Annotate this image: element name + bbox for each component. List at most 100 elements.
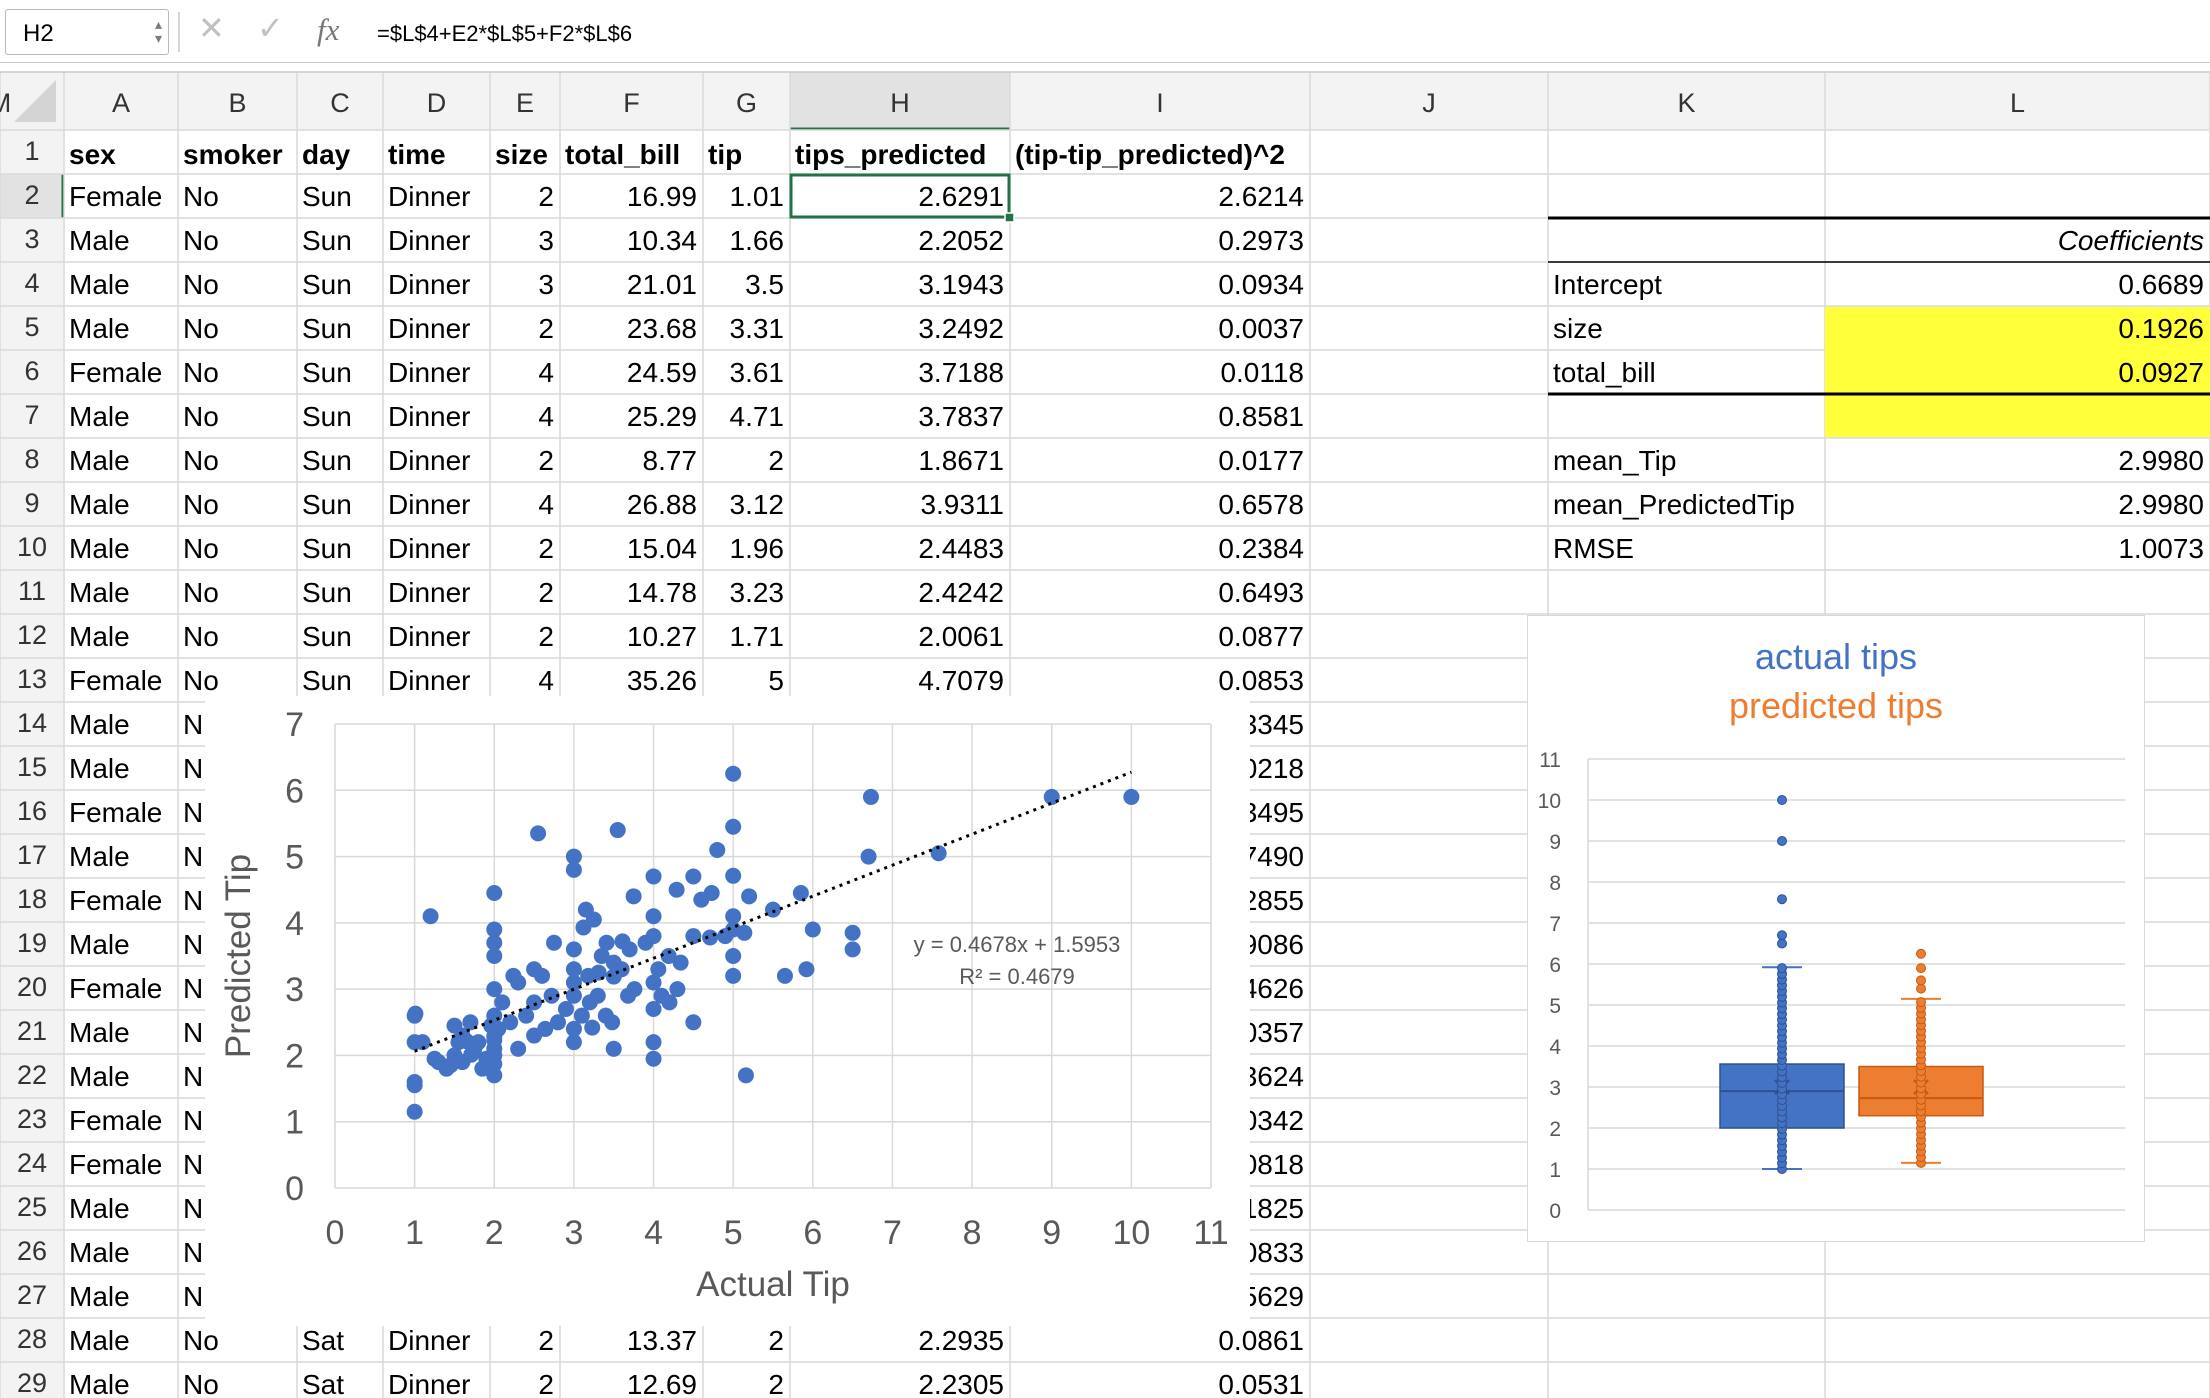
data-cell[interactable]: 0.2973 (1218, 225, 1304, 256)
data-cell[interactable]: 3 (538, 269, 554, 300)
header-cell-time[interactable]: time (388, 139, 446, 170)
data-cell[interactable]: 2.2052 (918, 225, 1004, 256)
coefficient-label[interactable]: size (1553, 313, 1603, 344)
data-cell[interactable]: 0.0861 (1218, 1325, 1304, 1356)
data-cell[interactable]: 0.6578 (1218, 489, 1304, 520)
data-cell[interactable]: 35.26 (627, 665, 697, 696)
data-cell[interactable]: 2.2935 (918, 1325, 1004, 1356)
row-header-13[interactable]: 13 (17, 664, 47, 694)
data-cell[interactable]: Dinner (388, 621, 470, 652)
data-cell[interactable]: 3.61 (730, 357, 785, 388)
column-header-J[interactable]: J (1422, 88, 1436, 118)
data-cell[interactable]: 0.0531 (1218, 1369, 1304, 1398)
data-cell[interactable]: 0.0877 (1218, 621, 1304, 652)
data-cell[interactable]: N (183, 797, 203, 828)
data-cell[interactable]: 2 (538, 621, 554, 652)
row-header-5[interactable]: 5 (24, 312, 39, 342)
data-cell[interactable]: 3.23 (730, 577, 785, 608)
data-cell[interactable]: 1.66 (730, 225, 785, 256)
column-header-K[interactable]: K (1677, 88, 1695, 118)
data-cell[interactable]: No (183, 357, 219, 388)
data-cell[interactable]: N (183, 753, 203, 784)
data-cell[interactable]: Male (69, 1369, 130, 1398)
data-cell[interactable]: Sun (302, 533, 352, 564)
data-cell[interactable]: Male (69, 1325, 130, 1356)
coefficient-label[interactable]: total_bill (1553, 357, 1656, 388)
data-cell[interactable]: 0.0037 (1218, 313, 1304, 344)
row-header-20[interactable]: 20 (17, 972, 47, 1002)
row-header-16[interactable]: 16 (17, 796, 47, 826)
data-cell[interactable]: 2.4483 (918, 533, 1004, 564)
selected-cell-h2[interactable] (789, 173, 1011, 219)
data-cell[interactable]: Dinner (388, 225, 470, 256)
data-cell[interactable]: No (183, 181, 219, 212)
row-header-22[interactable]: 22 (17, 1060, 47, 1090)
coefficient-label[interactable]: Intercept (1553, 269, 1662, 300)
row-header-21[interactable]: 21 (17, 1016, 47, 1046)
row-header-14[interactable]: 14 (17, 708, 47, 738)
data-cell[interactable]: 24.59 (627, 357, 697, 388)
data-cell[interactable]: Sat (302, 1369, 344, 1398)
coefficients-header[interactable]: Coefficients (2058, 225, 2204, 256)
data-cell[interactable]: 4.7079 (918, 665, 1004, 696)
data-cell[interactable]: Dinner (388, 445, 470, 476)
scatter-chart[interactable]: 0 1 2 3 4 5 6 7 8 9 10 11 0 1 2 3 4 5 6 7 Actual Tip Predicte… (205, 696, 1250, 1326)
row-header-18[interactable]: 18 (17, 884, 47, 914)
data-cell[interactable]: Dinner (388, 577, 470, 608)
data-cell[interactable]: N (183, 973, 203, 1004)
data-cell[interactable]: 2.2305 (918, 1369, 1004, 1398)
data-cell[interactable]: Dinner (388, 489, 470, 520)
data-cell[interactable]: 8.77 (643, 445, 698, 476)
data-cell[interactable]: 3.5 (745, 269, 784, 300)
formula-input[interactable]: =$L$4+E2*$L$5+F2*$L$6 (377, 21, 633, 46)
header-cell-sex[interactable]: sex (69, 139, 116, 170)
data-cell[interactable]: 0.0177 (1218, 445, 1304, 476)
data-cell[interactable]: 4 (538, 401, 554, 432)
data-cell[interactable]: 26.88 (627, 489, 697, 520)
column-header-G[interactable]: G (736, 88, 757, 118)
row-header-7[interactable]: 7 (24, 400, 39, 430)
row-header-6[interactable]: 6 (24, 356, 39, 386)
data-cell[interactable]: Dinner (388, 533, 470, 564)
data-cell[interactable]: Male (69, 753, 130, 784)
data-cell[interactable]: 2 (538, 313, 554, 344)
data-cell[interactable]: Male (69, 841, 130, 872)
data-cell[interactable]: 21.01 (627, 269, 697, 300)
data-cell[interactable]: No (183, 621, 219, 652)
data-cell[interactable]: 4 (538, 357, 554, 388)
data-cell[interactable]: Male (69, 489, 130, 520)
data-cell[interactable]: N (183, 1193, 203, 1224)
data-cell[interactable]: No (183, 401, 219, 432)
data-cell[interactable]: 15.04 (627, 533, 697, 564)
data-cell[interactable]: 25.29 (627, 401, 697, 432)
data-cell[interactable]: 3.2492 (918, 313, 1004, 344)
data-cell[interactable]: Dinner (388, 1369, 470, 1398)
row-header-9[interactable]: 9 (24, 488, 39, 518)
data-cell[interactable]: N (183, 1017, 203, 1048)
data-cell[interactable]: 23.68 (627, 313, 697, 344)
data-cell[interactable]: 0.2384 (1218, 533, 1304, 564)
cancel-icon[interactable]: ✕ (198, 10, 225, 46)
data-cell[interactable]: 3.1943 (918, 269, 1004, 300)
data-cell[interactable]: 3495 (1242, 797, 1304, 828)
data-cell[interactable]: 0357 (1242, 1017, 1304, 1048)
data-cell[interactable]: N (183, 1281, 203, 1312)
data-cell[interactable]: Sun (302, 401, 352, 432)
data-cell[interactable]: Sun (302, 621, 352, 652)
data-cell[interactable]: Female (69, 1149, 162, 1180)
column-header-C[interactable]: C (330, 88, 350, 118)
data-cell[interactable]: No (183, 533, 219, 564)
header-cell-tips_predicted[interactable]: tips_predicted (795, 139, 986, 170)
data-cell[interactable]: 4626 (1242, 973, 1304, 1004)
data-cell[interactable]: No (183, 1325, 219, 1356)
select-all-icon[interactable] (14, 80, 56, 122)
row-header-4[interactable]: 4 (24, 268, 39, 298)
data-cell[interactable]: Female (69, 665, 162, 696)
data-cell[interactable]: 2.4242 (918, 577, 1004, 608)
column-header-F[interactable]: F (623, 88, 640, 118)
data-cell[interactable]: 2 (538, 1369, 554, 1398)
data-cell[interactable]: 3.7837 (918, 401, 1004, 432)
data-cell[interactable]: 0.8581 (1218, 401, 1304, 432)
column-header-L[interactable]: L (2010, 88, 2025, 118)
data-cell[interactable]: Dinner (388, 181, 470, 212)
